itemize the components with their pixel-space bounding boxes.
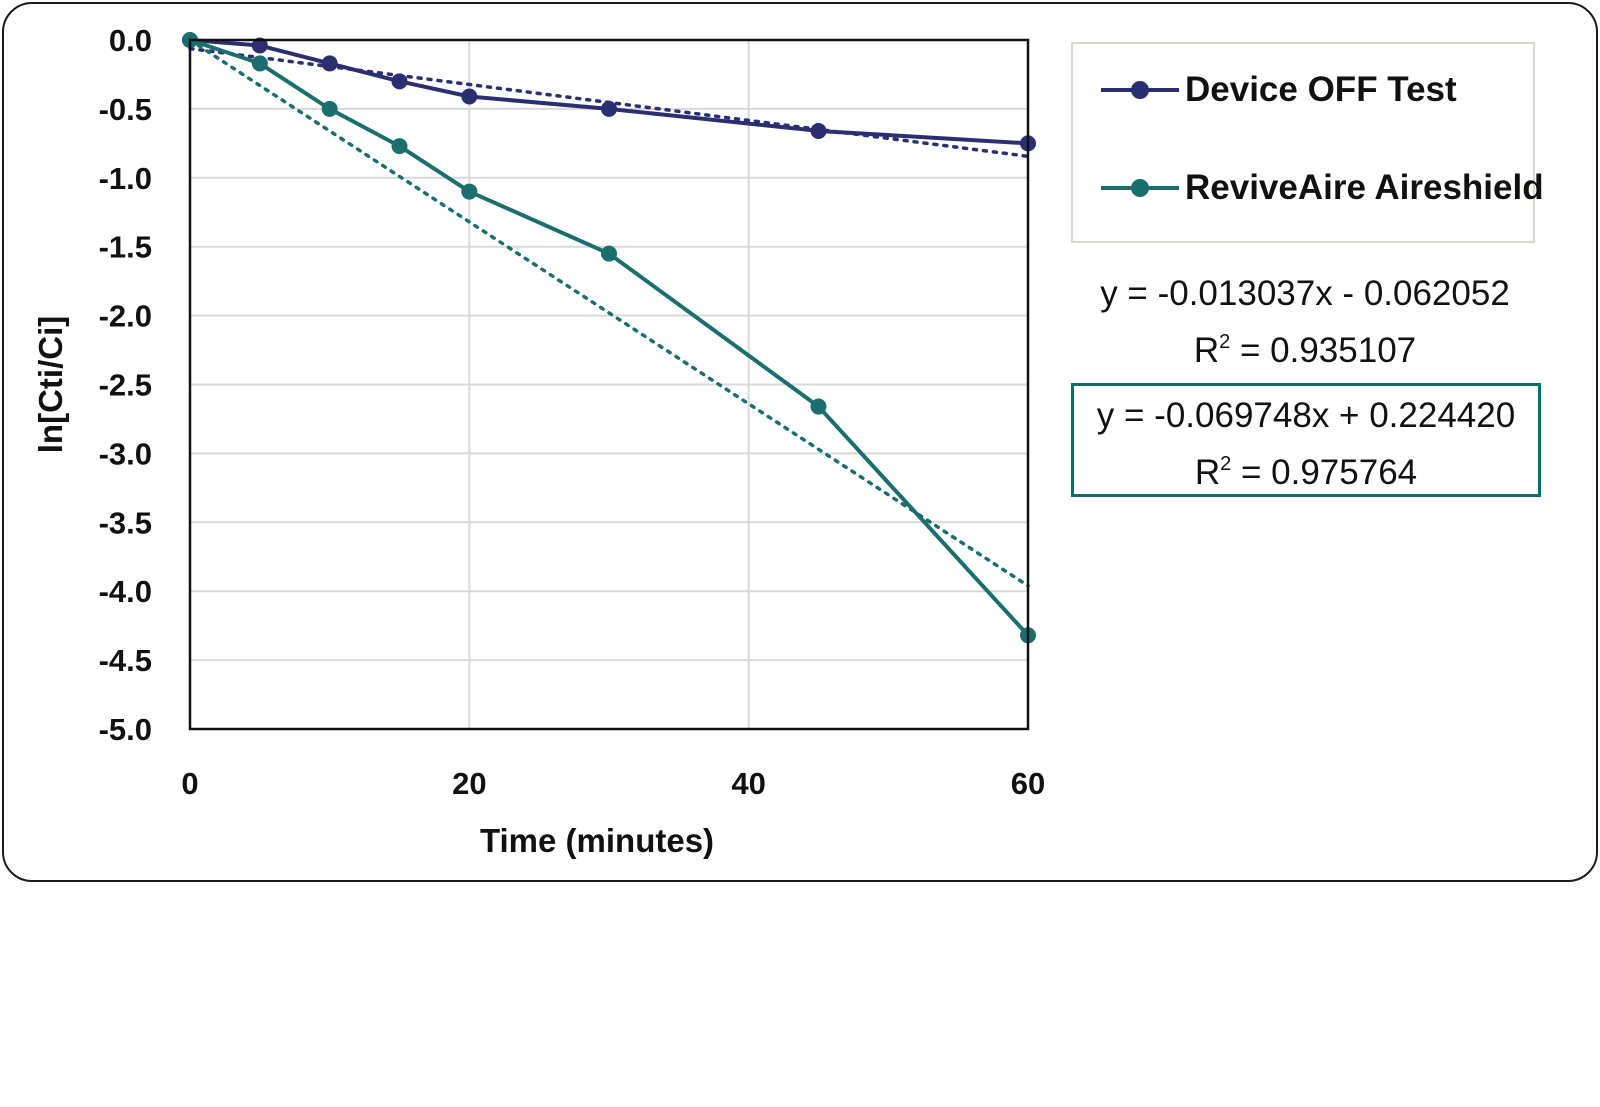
x-axis-title: Time (minutes) xyxy=(480,822,714,859)
series-markers xyxy=(182,32,1036,644)
data-point xyxy=(251,55,268,72)
x-tick-labels: 0 20 40 60 xyxy=(181,766,1045,801)
data-point xyxy=(391,73,408,90)
y-tick-label: -1.5 xyxy=(99,230,152,265)
x-tick-label: 20 xyxy=(452,766,486,801)
y-tick-label: -0.5 xyxy=(99,92,152,127)
y-tick-label: 0.0 xyxy=(109,23,152,58)
y-axis-title: ln[Cti/Ci] xyxy=(32,316,69,453)
equation-text: y = -0.069748x + 0.224420 xyxy=(1096,396,1516,435)
legend-label-reviveaire: ReviveAire Aireshield xyxy=(1185,168,1544,207)
y-tick-label: -3.5 xyxy=(99,505,152,540)
x-tick-label: 0 xyxy=(181,766,198,801)
y-tick-label: -1.0 xyxy=(99,161,152,196)
y-tick-label: -3.0 xyxy=(99,436,152,471)
legend-entry-device-off: Device OFF Test xyxy=(1101,70,1457,110)
data-point xyxy=(810,398,827,415)
data-point xyxy=(810,122,827,139)
y-tick-label: -4.5 xyxy=(99,643,152,678)
chart-frame xyxy=(2,2,1598,882)
x-tick-label: 40 xyxy=(731,766,765,801)
legend-label-device-off: Device OFF Test xyxy=(1185,70,1457,109)
equation-text: y = -0.013037x - 0.062052 xyxy=(1100,274,1510,313)
data-point xyxy=(601,100,617,117)
y-tick-label: -5.0 xyxy=(99,712,152,747)
y-tick-labels: 0.0 -0.5 -1.0 -1.5 -2.0 -2.5 -3.0 -3.5 -4.0 -4.5 -… xyxy=(99,23,152,747)
trendline-equation-device-off: y = -0.013037x - 0.062052 R2 = 0.935107 xyxy=(1075,270,1535,375)
legend: Device OFF Test ReviveAire Aireshield xyxy=(1071,42,1544,243)
plot-area-border xyxy=(188,38,1030,731)
data-point xyxy=(391,138,408,155)
data-point xyxy=(461,88,478,105)
y-tick-label: -2.5 xyxy=(99,368,152,403)
y-tick-label: -2.0 xyxy=(99,299,152,334)
trendlines xyxy=(188,38,1030,588)
series-line-1 xyxy=(189,38,1030,637)
y-tick-label: -4.0 xyxy=(99,574,152,609)
trendline-1 xyxy=(188,38,1030,588)
gridlines xyxy=(189,39,1029,730)
legend-swatch-device-off xyxy=(1101,80,1179,100)
data-point xyxy=(601,245,617,262)
legend-entry-reviveaire: ReviveAire Aireshield xyxy=(1101,168,1544,208)
data-point xyxy=(461,183,478,200)
r-squared: R2 = 0.935107 xyxy=(1193,331,1417,370)
legend-swatch-reviveaire xyxy=(1101,178,1179,198)
trendline-equation-reviveaire: y = -0.069748x + 0.224420 R2 = 0.975764 xyxy=(1071,383,1541,497)
x-tick-label: 60 xyxy=(1011,766,1045,801)
r-squared: R2 = 0.975764 xyxy=(1194,453,1418,492)
series-lines xyxy=(189,38,1030,637)
data-point xyxy=(321,100,338,117)
data-point xyxy=(251,37,268,54)
series-line-0 xyxy=(189,38,1029,146)
data-point xyxy=(321,55,338,72)
